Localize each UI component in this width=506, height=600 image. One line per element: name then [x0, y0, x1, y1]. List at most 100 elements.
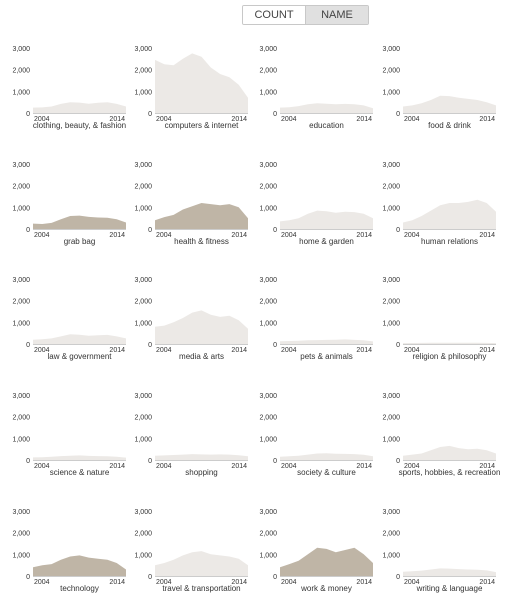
y-tick-label: 0 — [396, 111, 400, 118]
y-tick-label: 3,000 — [259, 393, 277, 400]
x-tick-label: 2004 — [34, 232, 50, 239]
x-tick-label: 2004 — [281, 463, 297, 470]
y-tick-label: 3,000 — [134, 393, 152, 400]
y-tick-label: 0 — [148, 574, 152, 581]
y-tick-label: 1,000 — [382, 436, 400, 443]
x-tick-label: 2014 — [109, 232, 125, 239]
series-area — [33, 334, 126, 344]
y-tick-label: 1,000 — [382, 205, 400, 212]
y-tick-label: 1,000 — [382, 552, 400, 559]
y-tick-label: 0 — [148, 342, 152, 349]
y-tick-label: 0 — [148, 458, 152, 465]
y-tick-label: 0 — [273, 458, 277, 465]
y-tick-label: 1,000 — [12, 205, 30, 212]
chart-category-label: computers & internet — [165, 121, 240, 130]
series-area — [280, 210, 373, 229]
chart-category-label: writing & language — [416, 584, 483, 593]
y-tick-label: 0 — [26, 458, 30, 465]
y-tick-label: 1,000 — [382, 89, 400, 96]
series-area — [155, 454, 248, 460]
y-tick-label: 3,000 — [382, 509, 400, 516]
chart-category-label: home & garden — [299, 237, 354, 246]
x-tick-label: 2014 — [479, 116, 495, 123]
small-chart: 0 1,000 2,000 3,000 2004 2014 work & money — [259, 509, 373, 593]
y-tick-label: 2,000 — [382, 415, 400, 422]
y-tick-label: 2,000 — [12, 415, 30, 422]
chart-category-label: health & fitness — [174, 237, 229, 246]
chart-category-label: grab bag — [64, 237, 96, 246]
y-tick-label: 3,000 — [134, 277, 152, 284]
series-area — [403, 342, 496, 344]
small-chart: 0 1,000 2,000 3,000 2004 2014 education — [259, 46, 373, 130]
chart-category-label: law & government — [47, 352, 112, 361]
x-tick-label: 2004 — [404, 116, 420, 123]
x-tick-label: 2014 — [109, 579, 125, 586]
y-tick-label: 0 — [148, 111, 152, 118]
y-tick-label: 0 — [273, 111, 277, 118]
x-tick-label: 2004 — [281, 347, 297, 354]
y-tick-label: 3,000 — [12, 393, 30, 400]
y-tick-label: 0 — [396, 574, 400, 581]
chart-category-label: religion & philosophy — [413, 352, 487, 361]
small-chart: 0 1,000 2,000 3,000 2004 2014 technology — [12, 509, 126, 593]
y-tick-label: 3,000 — [134, 46, 152, 53]
series-area — [403, 568, 496, 576]
y-tick-label: 3,000 — [382, 393, 400, 400]
y-tick-label: 1,000 — [12, 436, 30, 443]
y-tick-label: 2,000 — [382, 531, 400, 538]
y-tick-label: 2,000 — [259, 299, 277, 306]
y-tick-label: 0 — [273, 227, 277, 234]
x-tick-label: 2004 — [156, 116, 172, 123]
chart-category-label: shopping — [185, 468, 217, 477]
series-area — [33, 455, 126, 460]
y-tick-label: 2,000 — [382, 68, 400, 75]
count-toggle-button[interactable]: COUNT — [243, 6, 305, 24]
y-tick-label: 0 — [396, 342, 400, 349]
y-tick-label: 0 — [26, 574, 30, 581]
y-tick-label: 2,000 — [134, 299, 152, 306]
x-tick-label: 2014 — [109, 116, 125, 123]
y-tick-label: 1,000 — [259, 320, 277, 327]
x-tick-label: 2014 — [356, 347, 372, 354]
x-tick-label: 2004 — [404, 463, 420, 470]
chart-category-label: travel & transportation — [162, 584, 240, 593]
y-tick-label: 0 — [396, 458, 400, 465]
series-area — [33, 215, 126, 229]
y-tick-label: 3,000 — [12, 277, 30, 284]
y-tick-label: 2,000 — [12, 184, 30, 191]
y-tick-label: 2,000 — [134, 68, 152, 75]
name-toggle-button[interactable]: NAME — [305, 6, 368, 24]
series-area — [155, 551, 248, 576]
x-tick-label: 2014 — [356, 232, 372, 239]
y-tick-label: 3,000 — [382, 46, 400, 53]
y-tick-label: 1,000 — [12, 552, 30, 559]
x-tick-label: 2014 — [109, 347, 125, 354]
y-tick-label: 1,000 — [134, 89, 152, 96]
x-tick-label: 2004 — [156, 463, 172, 470]
y-tick-label: 3,000 — [382, 162, 400, 169]
y-tick-label: 2,000 — [259, 184, 277, 191]
chart-category-label: media & arts — [179, 352, 224, 361]
series-area — [33, 555, 126, 576]
series-area — [155, 53, 248, 113]
y-tick-label: 1,000 — [134, 436, 152, 443]
y-tick-label: 3,000 — [12, 509, 30, 516]
x-tick-label: 2004 — [34, 463, 50, 470]
x-tick-label: 2014 — [479, 347, 495, 354]
y-tick-label: 0 — [273, 574, 277, 581]
y-tick-label: 1,000 — [382, 320, 400, 327]
chart-category-label: technology — [60, 584, 99, 593]
x-tick-label: 2014 — [479, 232, 495, 239]
y-tick-label: 1,000 — [12, 320, 30, 327]
x-tick-label: 2004 — [404, 347, 420, 354]
chart-category-label: work & money — [300, 584, 352, 593]
y-tick-label: 3,000 — [259, 509, 277, 516]
series-area — [280, 103, 373, 113]
